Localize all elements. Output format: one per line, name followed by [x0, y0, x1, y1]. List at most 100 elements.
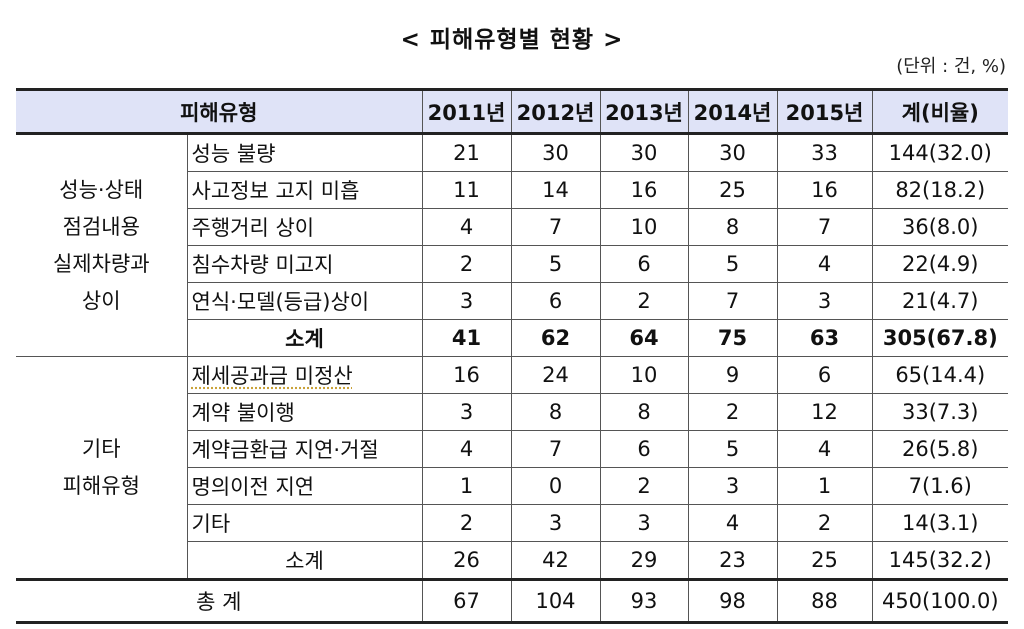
item-label: 계약 불이행	[186, 393, 423, 431]
cell-value: 6	[599, 245, 689, 283]
header-year-2014: 2014년	[687, 88, 778, 135]
cell-value: 23	[687, 541, 778, 580]
header-year-2012: 2012년	[510, 88, 601, 135]
cell-value: 4	[421, 208, 512, 246]
cell-value: 67	[421, 578, 512, 624]
item-label: 계약금환급 지연·거절	[186, 430, 423, 468]
cell-value: 41	[421, 319, 512, 357]
subtotal-label: 소계	[186, 319, 423, 357]
cell-total: 7(1.6)	[871, 467, 1008, 505]
item-label: 기타	[186, 504, 423, 542]
group-label-performance: 성능·상태 점검내용 실제차량과 상이	[16, 133, 188, 357]
cell-value: 2	[421, 504, 512, 542]
group-label-line: 실제차량과	[52, 251, 150, 276]
group-label-line: 점검내용	[62, 214, 140, 239]
cell-total: 22(4.9)	[871, 245, 1008, 283]
cell-value: 30	[510, 133, 601, 172]
cell-total: 14(3.1)	[871, 504, 1008, 542]
header-year-2013: 2013년	[599, 88, 689, 135]
header-total: 계(비율)	[871, 88, 1008, 135]
cell-value: 8	[687, 208, 778, 246]
cell-total: 65(14.4)	[871, 356, 1008, 394]
cell-total: 36(8.0)	[871, 208, 1008, 246]
cell-value: 75	[687, 319, 778, 357]
cell-value: 3	[421, 393, 512, 431]
group-label-other: 기타 피해유형	[16, 356, 188, 580]
cell-value: 7	[510, 208, 601, 246]
cell-total: 305(67.8)	[871, 319, 1008, 357]
unit-note: (단위 : 건, %)	[896, 56, 1006, 77]
cell-value: 24	[510, 356, 601, 394]
cell-value: 4	[687, 504, 778, 542]
item-label: 침수차량 미고지	[186, 245, 423, 283]
cell-value: 16	[599, 171, 689, 209]
cell-value: 12	[776, 393, 873, 431]
cell-value: 2	[776, 504, 873, 542]
cell-value: 3	[599, 504, 689, 542]
group-label-line: 기타	[81, 436, 121, 461]
subtotal-label: 소계	[186, 541, 423, 580]
item-label: 사고정보 고지 미흡	[186, 171, 423, 209]
header-row: 피해유형 2011년 2012년 2013년 2014년 2015년 계(비율)	[16, 88, 1008, 135]
cell-value: 4	[421, 430, 512, 468]
table-row: 계약금환급 지연·거절 4 7 6 5 4 26(5.8)	[16, 430, 1008, 468]
cell-value: 5	[687, 430, 778, 468]
cell-value: 3	[776, 282, 873, 320]
cell-value: 16	[776, 171, 873, 209]
cell-value: 98	[687, 578, 778, 624]
subtotal-row: 소계 41 62 64 75 63 305(67.8)	[16, 319, 1008, 357]
cell-value: 14	[510, 171, 601, 209]
subtotal-row: 소계 26 42 29 23 25 145(32.2)	[16, 541, 1008, 580]
cell-value: 10	[599, 208, 689, 246]
cell-value: 2	[599, 467, 689, 505]
cell-value: 6	[776, 356, 873, 394]
cell-total: 145(32.2)	[871, 541, 1008, 580]
cell-value: 10	[599, 356, 689, 394]
table-row: 침수차량 미고지 2 5 6 5 4 22(4.9)	[16, 245, 1008, 283]
grand-total-label: 총 계	[16, 578, 423, 624]
table-row: 연식·모델(등급)상이 3 6 2 7 3 21(4.7)	[16, 282, 1008, 320]
cell-value: 1	[421, 467, 512, 505]
item-label: 주행거리 상이	[186, 208, 423, 246]
cell-value: 8	[510, 393, 601, 431]
table-row: 계약 불이행 3 8 8 2 12 33(7.3)	[16, 393, 1008, 431]
header-year-2015: 2015년	[776, 88, 873, 135]
cell-total: 33(7.3)	[871, 393, 1008, 431]
cell-value: 104	[510, 578, 601, 624]
cell-value: 62	[510, 319, 601, 357]
cell-value: 5	[687, 245, 778, 283]
cell-value: 25	[687, 171, 778, 209]
cell-value: 6	[599, 430, 689, 468]
cell-total: 450(100.0)	[871, 578, 1008, 624]
group-label-line: 성능·상태	[59, 177, 144, 202]
item-label: 제세공과금 미정산	[186, 356, 423, 394]
cell-total: 82(18.2)	[871, 171, 1008, 209]
item-label: 연식·모델(등급)상이	[186, 282, 423, 320]
item-label-text: 제세공과금 미정산	[191, 364, 353, 388]
cell-value: 21	[421, 133, 512, 172]
group-label-line: 피해유형	[62, 473, 140, 498]
damage-type-table: 피해유형 2011년 2012년 2013년 2014년 2015년 계(비율)…	[16, 88, 1008, 624]
item-label: 명의이전 지연	[186, 467, 423, 505]
cell-value: 88	[776, 578, 873, 624]
table-title: < 피해유형별 현황 >	[400, 27, 624, 53]
cell-value: 93	[599, 578, 689, 624]
cell-value: 26	[421, 541, 512, 580]
group-label-line: 상이	[81, 288, 121, 313]
header-category: 피해유형	[16, 88, 423, 135]
cell-value: 30	[687, 133, 778, 172]
cell-value: 11	[421, 171, 512, 209]
header-year-2011: 2011년	[421, 88, 512, 135]
cell-value: 64	[599, 319, 689, 357]
cell-value: 63	[776, 319, 873, 357]
cell-value: 33	[776, 133, 873, 172]
cell-value: 4	[776, 245, 873, 283]
cell-value: 9	[687, 356, 778, 394]
cell-value: 3	[421, 282, 512, 320]
cell-value: 42	[510, 541, 601, 580]
cell-total: 21(4.7)	[871, 282, 1008, 320]
cell-value: 16	[421, 356, 512, 394]
cell-value: 3	[510, 504, 601, 542]
cell-value: 2	[687, 393, 778, 431]
cell-value: 8	[599, 393, 689, 431]
